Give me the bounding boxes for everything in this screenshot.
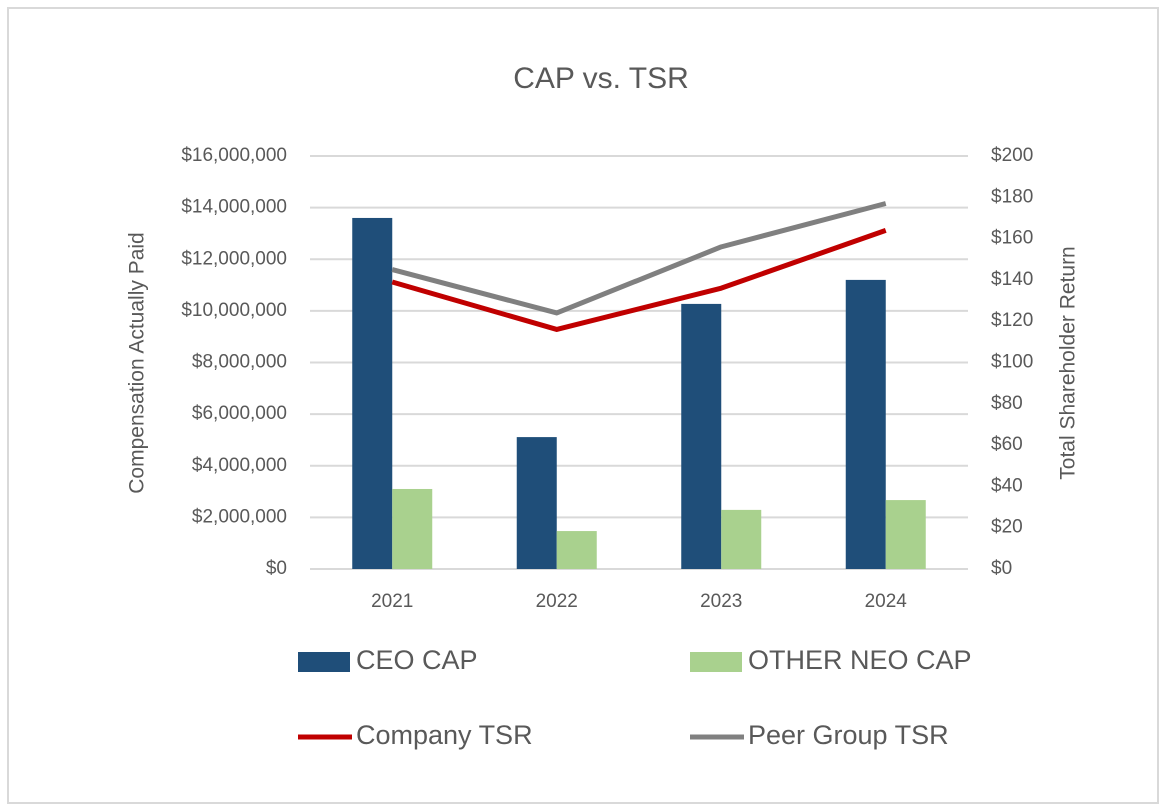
y-tick-label: $8,000,000	[192, 352, 287, 373]
line	[391, 227, 887, 332]
y2-tick-label: $120	[991, 310, 1033, 331]
y-tick-label: $4,000,000	[192, 455, 287, 476]
y-tick-label: $2,000,000	[192, 506, 287, 527]
bar	[845, 279, 886, 569]
legend-label: Peer Group TSR	[748, 720, 949, 750]
y-tick-label: $16,000,000	[181, 145, 287, 166]
bar	[516, 437, 557, 569]
chart-title: CAP vs. TSR	[513, 62, 689, 95]
y2-tick-label: $180	[991, 186, 1033, 207]
legend-label: CEO CAP	[356, 645, 478, 675]
bar	[352, 217, 393, 569]
legend-swatch	[690, 652, 742, 672]
x-tick-label: 2024	[865, 591, 908, 612]
y-tick-label: $6,000,000	[192, 403, 287, 424]
y2-axis-title: Total Shareholder Return	[1057, 246, 1080, 479]
y2-tick-label: $140	[991, 269, 1033, 290]
legend-label: OTHER NEO CAP	[748, 645, 972, 675]
y2-tick-label: $160	[991, 228, 1033, 249]
y-tick-label: $14,000,000	[181, 197, 287, 218]
y2-tick-label: $0	[991, 558, 1012, 579]
line	[391, 201, 887, 316]
bar	[556, 531, 597, 569]
bar	[392, 488, 433, 569]
x-tick-label: 2022	[536, 591, 578, 612]
y2-tick-label: $80	[991, 393, 1023, 414]
y-tick-label: $0	[266, 558, 287, 579]
y2-tick-label: $100	[991, 352, 1033, 373]
bar	[721, 509, 762, 569]
bar	[885, 500, 926, 569]
legend-swatch	[298, 652, 350, 672]
chart-border	[7, 7, 1159, 804]
y-tick-label: $10,000,000	[181, 300, 287, 321]
y-tick-label: $12,000,000	[181, 248, 287, 269]
bar	[681, 303, 722, 569]
y2-tick-label: $60	[991, 434, 1023, 455]
y2-tick-label: $200	[991, 145, 1033, 166]
x-tick-label: 2023	[700, 591, 742, 612]
x-tick-label: 2021	[371, 591, 413, 612]
y2-tick-label: $20	[991, 517, 1023, 538]
y2-tick-label: $40	[991, 475, 1023, 496]
legend-label: Company TSR	[356, 720, 533, 750]
y-axis-title: Compensation Actually Paid	[126, 232, 149, 494]
